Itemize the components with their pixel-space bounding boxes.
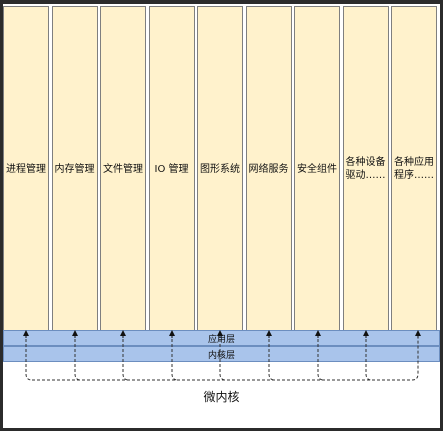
module-label: 安全组件 [297,163,337,175]
module-file-management: 文件管理 [100,6,146,332]
module-label: 文件管理 [103,163,143,175]
module-network-service: 网络服务 [245,6,292,332]
module-label: 图形系统 [200,163,240,175]
module-graphics-system: 图形系统 [197,6,243,332]
module-process-management: 进程管理 [3,6,49,332]
kernel-layer-label: 内核层 [207,350,235,361]
module-applications: 各种应用程序…… [391,6,437,332]
architecture-diagram: 进程管理 内存管理 文件管理 IO 管理 图形系统 网络服务 安全组件 各种设备… [3,4,440,428]
module-label: 内存管理 [54,163,95,175]
module-label: IO 管理 [154,163,189,175]
module-memory-management: 内存管理 [51,6,98,332]
module-security-component: 安全组件 [294,6,340,332]
module-label: 各种应用程序…… [394,157,434,181]
module-label: 各种设备驱动…… [345,157,386,181]
app-layer-bar: 应用层 [3,330,440,346]
app-layer-label: 应用层 [207,334,235,345]
microkernel-label: 微内核 [203,390,240,404]
kernel-layer-bar: 内核层 [3,346,440,362]
module-io-management: IO 管理 [148,6,195,332]
module-label: 网络服务 [248,163,289,175]
module-device-drivers: 各种设备驱动…… [342,6,389,332]
module-label: 进程管理 [6,163,46,175]
